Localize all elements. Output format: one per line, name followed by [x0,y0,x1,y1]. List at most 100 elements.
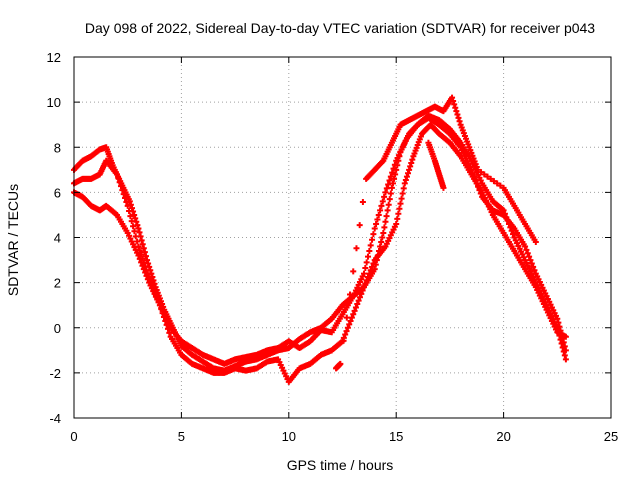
data-point [370,260,377,267]
data-point [135,225,142,232]
y-tick-label: 2 [54,276,61,291]
data-point [365,253,372,260]
data-point [136,255,143,262]
data-point [400,185,407,192]
data-point [138,237,145,244]
data-point [143,272,150,279]
data-point [383,185,390,192]
data-point [396,205,403,212]
data-point [378,202,385,209]
data-point [132,233,139,240]
data-point [374,216,381,223]
data-point [562,356,569,363]
data-point [131,211,138,218]
data-point [358,290,365,297]
data-point [500,207,507,214]
data-point [490,178,497,185]
y-tick-label: -2 [49,366,61,381]
y-tick-label: 8 [54,140,61,155]
data-point [122,195,129,202]
data-point [337,360,344,367]
data-point [134,238,141,245]
x-axis-label: GPS time / hours [287,457,394,473]
data-point [387,190,394,197]
data-point [351,307,358,314]
data-point [391,161,398,168]
data-point [522,243,529,250]
x-tick-label: 10 [282,429,296,444]
y-tick-label: 6 [54,185,61,200]
data-point [366,270,373,277]
data-point [398,195,405,202]
grid-lines [74,57,611,418]
data-point [508,227,515,234]
data-point [399,190,406,197]
data-point [347,291,354,298]
data-point [140,245,147,252]
data-point [397,200,404,207]
data-point [359,287,366,294]
data-point [383,213,390,220]
y-tick-label: 4 [54,231,61,246]
data-point [387,173,394,180]
x-tick-label: 15 [389,429,403,444]
data-point [504,217,511,224]
data-point [523,246,530,253]
data-point [405,170,412,177]
data-point [164,325,171,332]
data-point [130,223,137,230]
data-point [354,301,361,308]
data-point [532,239,539,246]
y-tick-label: 12 [47,50,61,65]
data-point [356,222,363,229]
data-point [487,175,494,182]
data-point [356,294,363,301]
data-point [385,201,392,208]
data-point [370,231,377,238]
data-point [531,267,538,274]
data-point [407,163,414,170]
data-point [391,175,398,182]
data-point [559,344,566,351]
data-point [142,253,149,260]
data-point [395,210,402,217]
data-point [478,169,485,176]
data-point [389,180,396,187]
series-track-4 [333,94,539,372]
data-point [119,187,126,194]
data-point [394,215,401,222]
data-point [115,175,122,182]
chart-title: Day 098 of 2022, Sidereal Day-to-day VTE… [85,20,595,36]
data-point [127,201,134,208]
data-point [127,213,134,220]
data-point [381,224,388,231]
data-point [526,253,533,260]
data-point [386,177,393,184]
data-point [406,166,413,173]
data-point [390,165,397,172]
data-point [380,229,387,236]
data-point [369,263,376,270]
data-point [139,262,146,269]
data-points [71,94,569,385]
data-point [501,210,508,217]
data-point [346,321,353,328]
x-tick-label: 5 [178,429,185,444]
data-point [530,263,537,270]
data-point [123,198,130,205]
data-point [365,273,372,280]
data-point [403,173,410,180]
data-point [162,317,169,324]
data-point [362,280,369,287]
data-point [402,176,409,183]
data-point [362,264,369,271]
data-point [451,101,458,108]
data-point [369,236,376,243]
data-point [375,211,382,218]
data-point [408,160,415,167]
data-point [494,180,501,187]
data-point [524,250,531,257]
data-point [373,220,380,227]
data-point [139,241,146,248]
